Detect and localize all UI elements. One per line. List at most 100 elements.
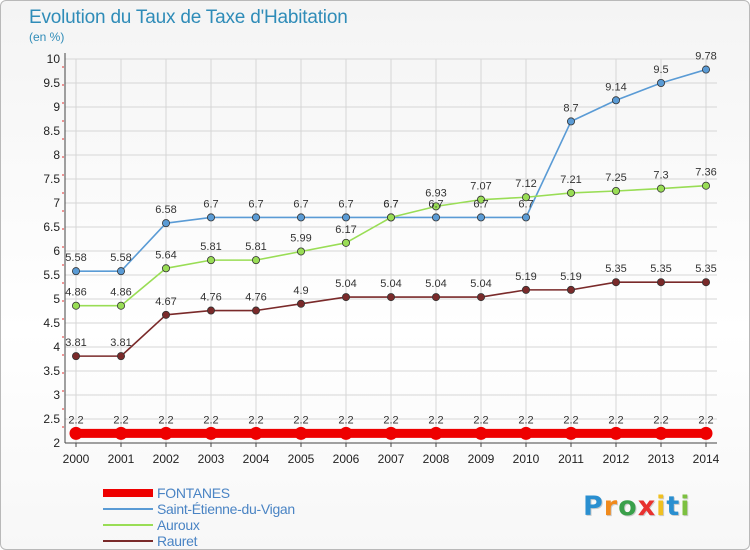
x-tick-label: 2014: [693, 452, 720, 466]
x-tick-label: 2004: [243, 452, 270, 466]
series-0: [69, 426, 713, 440]
data-point: [341, 213, 350, 222]
legend-item: FONTANES: [103, 485, 295, 501]
data-point: [476, 213, 485, 222]
logo-letter: t: [666, 491, 681, 522]
data-point: [296, 247, 305, 256]
data-point: [117, 352, 126, 361]
data-point: [251, 213, 260, 222]
data-point: [72, 301, 81, 310]
data-point: [699, 426, 713, 440]
data-point: [612, 186, 621, 195]
data-point: [431, 213, 440, 222]
chart-unit: (en %): [29, 30, 65, 44]
data-point: [386, 293, 395, 302]
data-label: 6.7: [383, 198, 398, 210]
data-point: [249, 426, 263, 440]
y-tick-label: 10: [47, 52, 61, 66]
data-point: [159, 426, 173, 440]
data-point: [567, 117, 576, 126]
data-point: [657, 79, 666, 88]
data-label: 4.76: [200, 292, 221, 304]
data-label: 5.04: [380, 278, 401, 290]
data-point: [161, 219, 170, 228]
data-point: [522, 285, 531, 294]
data-label: 6.7: [248, 198, 263, 210]
data-label: 2.2: [383, 414, 398, 426]
data-label: 6.7: [473, 198, 488, 210]
data-point: [519, 426, 533, 440]
data-label: 2.2: [698, 414, 713, 426]
data-point: [567, 188, 576, 197]
logo-letter: x: [637, 491, 657, 522]
y-tick-label: 5: [53, 292, 60, 306]
data-label: 4.86: [65, 287, 86, 299]
series-3: [72, 278, 711, 361]
data-point: [431, 293, 440, 302]
proxiti-logo: Proxiti: [583, 491, 691, 522]
legend-item: Auroux: [103, 517, 295, 533]
logo-letter: i: [680, 491, 691, 522]
data-label: 7.12: [515, 178, 536, 190]
x-tick-label: 2006: [333, 452, 360, 466]
data-label: 6.17: [335, 224, 356, 236]
data-label: 5.64: [155, 249, 176, 261]
legend-swatch: [103, 508, 153, 510]
legend-label: Rauret: [157, 533, 198, 549]
data-label: 3.81: [65, 337, 86, 349]
y-tick-label: 5.5: [43, 268, 60, 282]
data-label: 5.19: [560, 271, 581, 283]
data-label: 2.2: [113, 414, 128, 426]
y-tick-label: 8: [53, 148, 60, 162]
data-label: 2.2: [158, 414, 173, 426]
data-point: [702, 278, 711, 287]
data-point: [474, 426, 488, 440]
data-label: 6.58: [155, 204, 176, 216]
data-label: 7.36: [695, 167, 716, 179]
data-label: 2.2: [518, 414, 533, 426]
x-tick-label: 2012: [603, 452, 630, 466]
data-point: [612, 278, 621, 287]
x-tick-label: 2009: [468, 452, 495, 466]
data-label: 2.2: [563, 414, 578, 426]
data-point: [522, 213, 531, 222]
legend-item: Rauret: [103, 533, 295, 549]
data-label: 6.7: [338, 198, 353, 210]
grid: [65, 58, 717, 444]
y-tick-label: 3: [53, 388, 60, 402]
data-label: 7.3: [653, 170, 668, 182]
data-label: 6.7: [518, 198, 533, 210]
legend: FONTANES Saint-Étienne-du-Vigan Auroux Raur…: [103, 485, 295, 549]
data-point: [522, 193, 531, 202]
data-point: [609, 426, 623, 440]
data-point: [431, 202, 440, 211]
data-label: 5.81: [200, 241, 221, 253]
y-tick-label: 2: [53, 436, 60, 450]
data-point: [114, 426, 128, 440]
data-label: 2.2: [68, 414, 83, 426]
data-label: 2.2: [428, 414, 443, 426]
data-label: 7.25: [605, 172, 626, 184]
y-tick-label: 9: [53, 100, 60, 114]
chart-title: Evolution du Taux de Taxe d'Habitation: [29, 7, 348, 28]
data-point: [72, 267, 81, 276]
data-point: [339, 426, 353, 440]
data-point: [294, 426, 308, 440]
data-label: 9.14: [605, 81, 626, 93]
legend-label: FONTANES: [157, 485, 230, 501]
data-point: [161, 310, 170, 319]
data-label: 8.7: [563, 102, 578, 114]
data-point: [251, 306, 260, 315]
data-label: 2.2: [203, 414, 218, 426]
data-point: [204, 426, 218, 440]
data-label: 4.67: [155, 296, 176, 308]
data-label: 9.5: [653, 64, 668, 76]
data-label: 7.21: [560, 174, 581, 186]
y-tick-label: 7: [53, 196, 60, 210]
x-tick-label: 2013: [648, 452, 675, 466]
data-label: 2.2: [293, 414, 308, 426]
data-point: [72, 352, 81, 361]
data-label: 5.35: [650, 263, 671, 275]
x-tick-label: 2002: [153, 452, 180, 466]
